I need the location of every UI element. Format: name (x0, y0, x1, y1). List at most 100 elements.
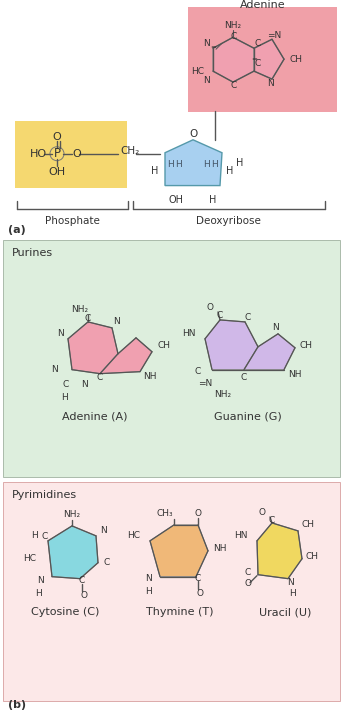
Text: =N: =N (267, 31, 281, 40)
Polygon shape (244, 334, 295, 369)
Text: CH: CH (300, 342, 313, 350)
Text: C: C (85, 314, 91, 324)
Text: HC: HC (127, 531, 140, 540)
Text: (a): (a) (8, 225, 26, 235)
Text: =N: =N (198, 379, 212, 388)
Text: CH: CH (306, 553, 319, 561)
FancyBboxPatch shape (15, 121, 127, 188)
Text: NH: NH (143, 372, 156, 381)
Text: C: C (79, 576, 85, 585)
Polygon shape (205, 320, 258, 369)
Text: O: O (197, 589, 203, 598)
Text: C: C (241, 373, 247, 382)
Text: H: H (145, 587, 151, 596)
Text: C: C (231, 32, 237, 41)
FancyBboxPatch shape (3, 482, 340, 701)
Text: CH: CH (302, 520, 315, 530)
Text: C: C (255, 39, 261, 48)
Text: H: H (204, 160, 210, 169)
Text: C: C (63, 380, 69, 389)
Text: HC: HC (191, 66, 204, 76)
Text: OH: OH (48, 167, 66, 177)
Text: C: C (245, 568, 251, 578)
Polygon shape (254, 39, 284, 79)
Text: CH: CH (289, 55, 302, 63)
Text: HO: HO (30, 149, 47, 159)
Text: N: N (52, 365, 58, 374)
Text: H: H (236, 158, 244, 168)
Text: HN: HN (235, 531, 248, 540)
Text: N: N (145, 574, 151, 583)
Text: =: = (251, 56, 257, 62)
Text: NH: NH (213, 544, 226, 553)
Text: Phosphate: Phosphate (45, 217, 99, 227)
Text: O: O (189, 129, 197, 139)
Text: C: C (269, 516, 275, 525)
Text: =: = (210, 44, 216, 50)
Text: C: C (195, 367, 201, 376)
Text: O: O (245, 579, 251, 588)
Text: O: O (206, 304, 213, 312)
Text: N: N (204, 39, 210, 48)
Text: HN: HN (182, 329, 196, 339)
Text: Cytosine (C): Cytosine (C) (31, 607, 99, 617)
Text: N: N (272, 324, 279, 332)
Text: Uracil (U): Uracil (U) (259, 607, 311, 617)
Text: C: C (97, 373, 103, 382)
Text: C: C (231, 81, 237, 90)
Text: NH₂: NH₂ (214, 390, 232, 399)
Text: H: H (226, 165, 234, 175)
Text: H: H (62, 393, 68, 402)
Text: (b): (b) (8, 700, 26, 710)
Text: N: N (204, 76, 210, 85)
Text: O: O (259, 508, 265, 518)
Text: CH₂: CH₂ (120, 145, 140, 155)
Text: OH: OH (168, 195, 184, 205)
Text: C: C (42, 533, 48, 541)
Text: H: H (212, 160, 218, 169)
Text: O: O (81, 591, 87, 600)
Text: C: C (195, 574, 201, 583)
Text: H: H (209, 195, 217, 205)
Text: H: H (288, 589, 295, 598)
Text: CH₃: CH₃ (157, 510, 173, 518)
Text: C: C (245, 314, 251, 322)
Text: CH: CH (158, 342, 171, 350)
Text: O: O (52, 132, 61, 142)
Text: Adenine (A): Adenine (A) (62, 411, 128, 421)
Text: Purines: Purines (12, 248, 53, 258)
Text: C: C (104, 558, 110, 568)
Text: NH₂: NH₂ (224, 21, 241, 30)
Polygon shape (48, 526, 98, 579)
Text: N: N (82, 380, 88, 389)
Text: P: P (54, 147, 60, 160)
Text: H: H (151, 165, 159, 175)
Polygon shape (213, 37, 254, 82)
Text: C: C (217, 312, 223, 320)
Text: NH₂: NH₂ (71, 305, 88, 314)
Text: HC: HC (23, 554, 36, 563)
Text: O: O (194, 510, 201, 518)
Text: N: N (287, 578, 293, 587)
Text: H: H (167, 160, 173, 169)
Polygon shape (150, 525, 208, 577)
FancyBboxPatch shape (3, 240, 340, 477)
Text: H: H (31, 531, 37, 540)
Text: N: N (57, 329, 63, 339)
Text: H: H (175, 160, 181, 169)
Text: H: H (35, 589, 42, 598)
Text: O: O (73, 149, 81, 159)
Text: Deoxyribose: Deoxyribose (196, 217, 260, 227)
Polygon shape (257, 523, 302, 579)
Polygon shape (100, 338, 152, 374)
Text: N: N (37, 576, 43, 585)
Polygon shape (68, 322, 118, 374)
Text: Pyrimidines: Pyrimidines (12, 490, 77, 500)
Text: Adenine: Adenine (240, 1, 286, 11)
Text: Guanine (G): Guanine (G) (214, 411, 282, 421)
Polygon shape (165, 140, 222, 185)
Text: C: C (255, 58, 261, 68)
Text: NH₂: NH₂ (63, 511, 81, 520)
Text: NH: NH (288, 370, 301, 379)
Text: N: N (113, 317, 119, 327)
